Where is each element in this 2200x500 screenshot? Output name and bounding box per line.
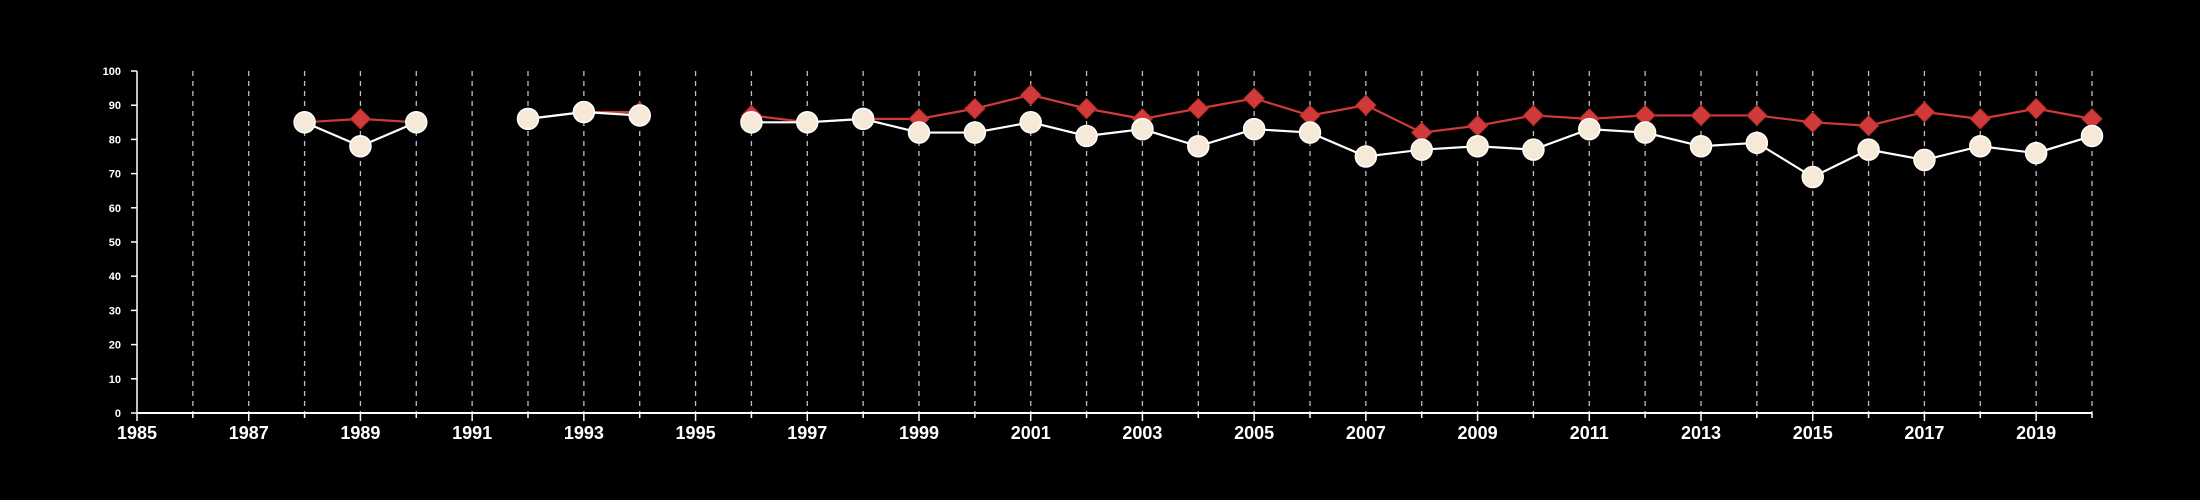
x-tick-label-2007: 2007 [1346, 423, 1386, 443]
y-tick-label-50: 50 [109, 237, 121, 249]
x-tick-label-1985: 1985 [117, 423, 157, 443]
point-diamond-1989 [349, 108, 372, 130]
series-layer [293, 84, 2104, 189]
point-diamond-2007 [1355, 94, 1377, 116]
point-circle-2013 [1689, 134, 1713, 158]
point-diamond-2019 [2025, 97, 2047, 120]
y-tick-label-100: 100 [103, 66, 121, 78]
y-tick-label-40: 40 [109, 271, 121, 283]
point-diamond-2004 [1187, 97, 1209, 120]
x-tick-label-2015: 2015 [1793, 423, 1833, 443]
x-tick-label-1991: 1991 [452, 423, 492, 443]
point-circle-1994 [628, 104, 651, 127]
point-circle-2016 [1857, 138, 1880, 161]
x-tick-label-2001: 2001 [1011, 423, 1051, 443]
y-tick-label-10: 10 [109, 374, 121, 386]
x-tick-label-2017: 2017 [1904, 423, 1944, 443]
point-circle-2009 [1466, 134, 1489, 158]
point-circle-1993 [572, 100, 596, 124]
point-circle-1990 [405, 111, 428, 134]
x-tick-label-1995: 1995 [676, 423, 716, 443]
point-circle-2012 [1633, 121, 1657, 144]
point-circle-1999 [907, 121, 931, 144]
point-circle-2001 [1019, 111, 1042, 134]
point-circle-2011 [1578, 117, 1601, 141]
x-tick-label-2005: 2005 [1234, 423, 1274, 443]
point-circle-1988 [293, 111, 316, 134]
point-circle-2020 [2080, 124, 2104, 148]
point-diamond-2009 [1466, 115, 1489, 137]
point-diamond-2005 [1243, 87, 1265, 110]
x-tick-label-2009: 2009 [1458, 423, 1498, 443]
point-circle-2002 [1075, 124, 1098, 148]
x-tick-label-1999: 1999 [899, 423, 939, 443]
point-circle-2018 [1969, 134, 1992, 158]
x-tick-label-1993: 1993 [564, 423, 604, 443]
point-diamond-2010 [1522, 104, 1545, 127]
point-circle-2000 [963, 121, 987, 144]
y-tick-label-0: 0 [115, 408, 121, 420]
x-tick-label-2003: 2003 [1122, 423, 1162, 443]
point-circle-2010 [1522, 138, 1545, 161]
series-circle [293, 100, 2104, 189]
point-circle-2006 [1298, 121, 1322, 144]
point-circle-1996 [740, 111, 763, 134]
point-circle-1998 [851, 107, 875, 131]
x-tick-label-2011: 2011 [1570, 423, 1609, 443]
axes: 0 10 20 30 40 50 60 70 80 90 100 1985 1987 1989 1991 19… [103, 66, 2093, 443]
x-tick-label-1989: 1989 [340, 423, 380, 443]
x-tick-label-1987: 1987 [229, 423, 269, 443]
point-circle-2004 [1187, 134, 1210, 158]
point-circle-2014 [1745, 131, 1769, 155]
point-diamond-2018 [1969, 108, 1991, 130]
point-diamond-2001 [1020, 84, 1042, 106]
y-tick-label-60: 60 [109, 203, 121, 215]
point-circle-2003 [1131, 117, 1154, 141]
x-tick-label-1997: 1997 [787, 423, 827, 443]
point-circle-2008 [1410, 138, 1433, 161]
point-diamond-2017 [1913, 101, 1936, 123]
point-diamond-2000 [964, 97, 986, 120]
point-circle-2017 [1913, 148, 1936, 172]
point-diamond-2015 [1802, 111, 1824, 134]
y-tick-label-20: 20 [109, 340, 121, 352]
y-tick-label-30: 30 [109, 305, 121, 317]
point-circle-2005 [1242, 117, 1266, 141]
point-diamond-2002 [1075, 97, 1098, 120]
point-diamond-2013 [1690, 104, 1712, 127]
point-circle-1992 [516, 107, 540, 131]
point-circle-1989 [349, 134, 372, 158]
y-tick-label-70: 70 [109, 169, 121, 181]
point-circle-1997 [796, 111, 819, 134]
x-tick-label-2013: 2013 [1681, 423, 1721, 443]
point-diamond-2016 [1857, 115, 1880, 137]
point-circle-2007 [1354, 145, 1378, 168]
point-circle-2015 [1801, 165, 1824, 189]
x-tick-label-2019: 2019 [2016, 423, 2056, 443]
point-circle-2019 [2024, 141, 2048, 165]
y-tick-label-90: 90 [109, 100, 121, 112]
y-tick-label-80: 80 [109, 134, 121, 146]
vertical-gridlines [192, 71, 2093, 413]
point-diamond-2014 [1746, 104, 1768, 127]
